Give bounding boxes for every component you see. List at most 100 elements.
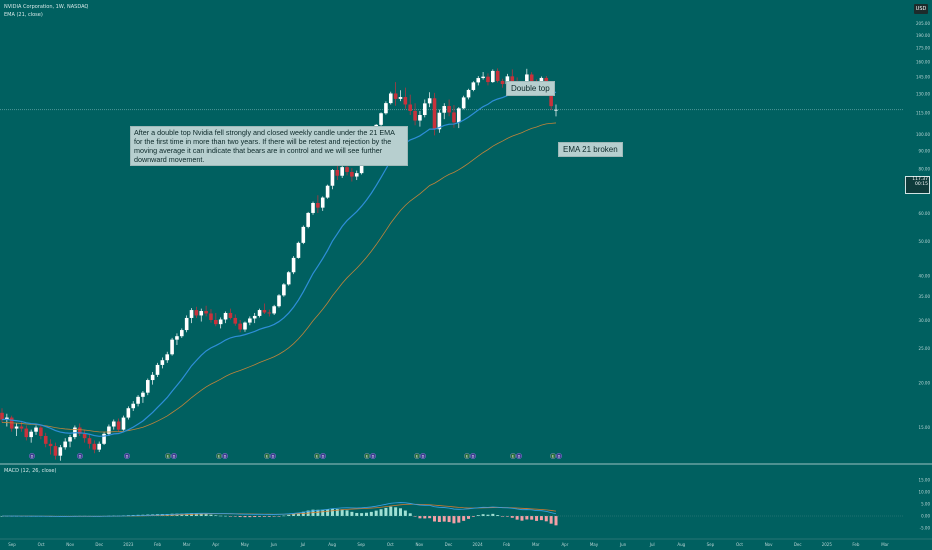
- x-axis-tick: Apr: [561, 542, 568, 547]
- x-axis-tick: Dec: [794, 542, 802, 547]
- candle-body: [267, 312, 272, 314]
- event-marker: [29, 453, 36, 460]
- macd-histogram-bar: [389, 506, 393, 516]
- candle-body: [471, 82, 476, 90]
- macd-histogram-bar: [467, 516, 471, 519]
- candle-body: [39, 427, 43, 437]
- event-marker: [420, 453, 427, 460]
- event-marker: [516, 453, 523, 460]
- macd-histogram-bar: [282, 515, 286, 517]
- x-axis-tick: Oct: [38, 542, 45, 547]
- event-marker-label: D: [79, 455, 82, 459]
- y-axis-tick: 80.00: [919, 167, 931, 172]
- candle-body: [233, 317, 238, 324]
- x-axis-tick: Mar: [183, 542, 191, 547]
- macd-histogram-bar: [292, 513, 296, 516]
- x-axis-tick: Nov: [765, 542, 773, 547]
- macd-histogram-bar: [209, 514, 213, 516]
- candle-body: [189, 310, 194, 318]
- candle-body: [29, 431, 33, 438]
- candle-body: [58, 447, 63, 456]
- candle-body: [422, 103, 427, 116]
- macd-line: [1, 502, 557, 517]
- candle-body: [170, 339, 174, 355]
- candle-body: [126, 408, 131, 418]
- event-marker-label: D: [518, 455, 521, 459]
- macd-legend[interactable]: MACD (12, 26, close): [4, 468, 57, 474]
- macd-histogram-bar: [340, 509, 344, 516]
- x-axis-tick: Nov: [66, 542, 74, 547]
- event-marker: [221, 453, 228, 460]
- x-axis-tick: Apr: [212, 542, 219, 547]
- macd-histogram-bar: [296, 512, 300, 516]
- candle-body: [335, 170, 340, 176]
- candle-body: [282, 284, 286, 296]
- candle-body: [311, 203, 315, 213]
- y-axis-tick: 190.00: [916, 33, 930, 38]
- macd-histogram-bar: [204, 514, 208, 516]
- macd-histogram-bar: [364, 512, 368, 516]
- candle-body: [442, 106, 447, 113]
- candle-body: [252, 315, 257, 319]
- candle-body: [340, 167, 344, 176]
- macd-histogram-bar: [238, 516, 242, 518]
- macd-histogram-bar: [287, 514, 291, 516]
- macd-histogram-bar: [374, 510, 378, 516]
- x-axis-tick: 2023: [123, 542, 134, 547]
- candle-body: [301, 226, 306, 243]
- macd-axis-tick: 10.00: [919, 490, 931, 495]
- event-marker: [164, 453, 171, 460]
- macd-histogram-bar: [369, 511, 373, 516]
- x-axis-tick: Dec: [445, 542, 453, 547]
- event-marker: [550, 453, 557, 460]
- y-axis-tick: 50.00: [919, 239, 931, 244]
- candle-body: [505, 76, 510, 85]
- candle-body: [145, 380, 150, 393]
- macd-histogram-bar: [330, 508, 334, 516]
- candle-body: [214, 319, 218, 325]
- x-axis-tick: Jul: [300, 542, 306, 547]
- event-marker-label: E: [167, 455, 169, 459]
- event-marker: [470, 453, 477, 460]
- long-ema-line: [1, 122, 557, 433]
- y-axis-tick: 160.00: [916, 59, 930, 64]
- candle-body: [320, 197, 325, 208]
- candle-body: [248, 318, 252, 323]
- macd-axis-tick: 0.00: [921, 514, 930, 519]
- candle-body: [116, 421, 121, 430]
- x-axis-tick: 2025: [822, 542, 833, 547]
- y-axis-tick: 60.00: [919, 211, 931, 216]
- macd-histogram-bar: [262, 516, 266, 517]
- macd-histogram-bar: [452, 516, 456, 524]
- currency-badge[interactable]: USD: [914, 4, 928, 14]
- candle-body: [495, 70, 500, 81]
- x-axis-tick: Jul: [649, 542, 655, 547]
- macd-histogram-bar: [403, 510, 407, 516]
- macd-histogram-bar: [350, 511, 354, 516]
- candle-body: [209, 313, 213, 320]
- candle-body: [223, 312, 228, 320]
- event-marker: [170, 453, 177, 460]
- candle-body: [359, 160, 364, 174]
- event-marker: [76, 453, 83, 460]
- ema-legend[interactable]: EMA (21, close): [4, 12, 43, 18]
- candle-body: [529, 74, 534, 82]
- candle-body: [150, 374, 155, 381]
- candle-body: [92, 443, 97, 450]
- candle-body: [291, 257, 296, 273]
- symbol-legend[interactable]: NVIDIA Corporation, 1W, NASDAQ: [4, 4, 89, 10]
- candle-body: [486, 76, 490, 83]
- y-axis-tick: 100.00: [916, 132, 930, 137]
- macd-histogram-bar: [481, 514, 485, 516]
- event-marker-label: D: [558, 455, 561, 459]
- macd-histogram-bar: [394, 507, 398, 516]
- candle-body: [48, 443, 53, 447]
- macd-histogram-bar: [228, 516, 232, 517]
- candle-body: [160, 360, 165, 365]
- x-axis-tick: Aug: [677, 542, 685, 547]
- y-axis-tick: 175.00: [916, 46, 930, 51]
- y-axis-tick: 15.00: [919, 425, 931, 430]
- candle-body: [466, 89, 471, 98]
- ema-broken-label: EMA 21 broken: [558, 142, 623, 157]
